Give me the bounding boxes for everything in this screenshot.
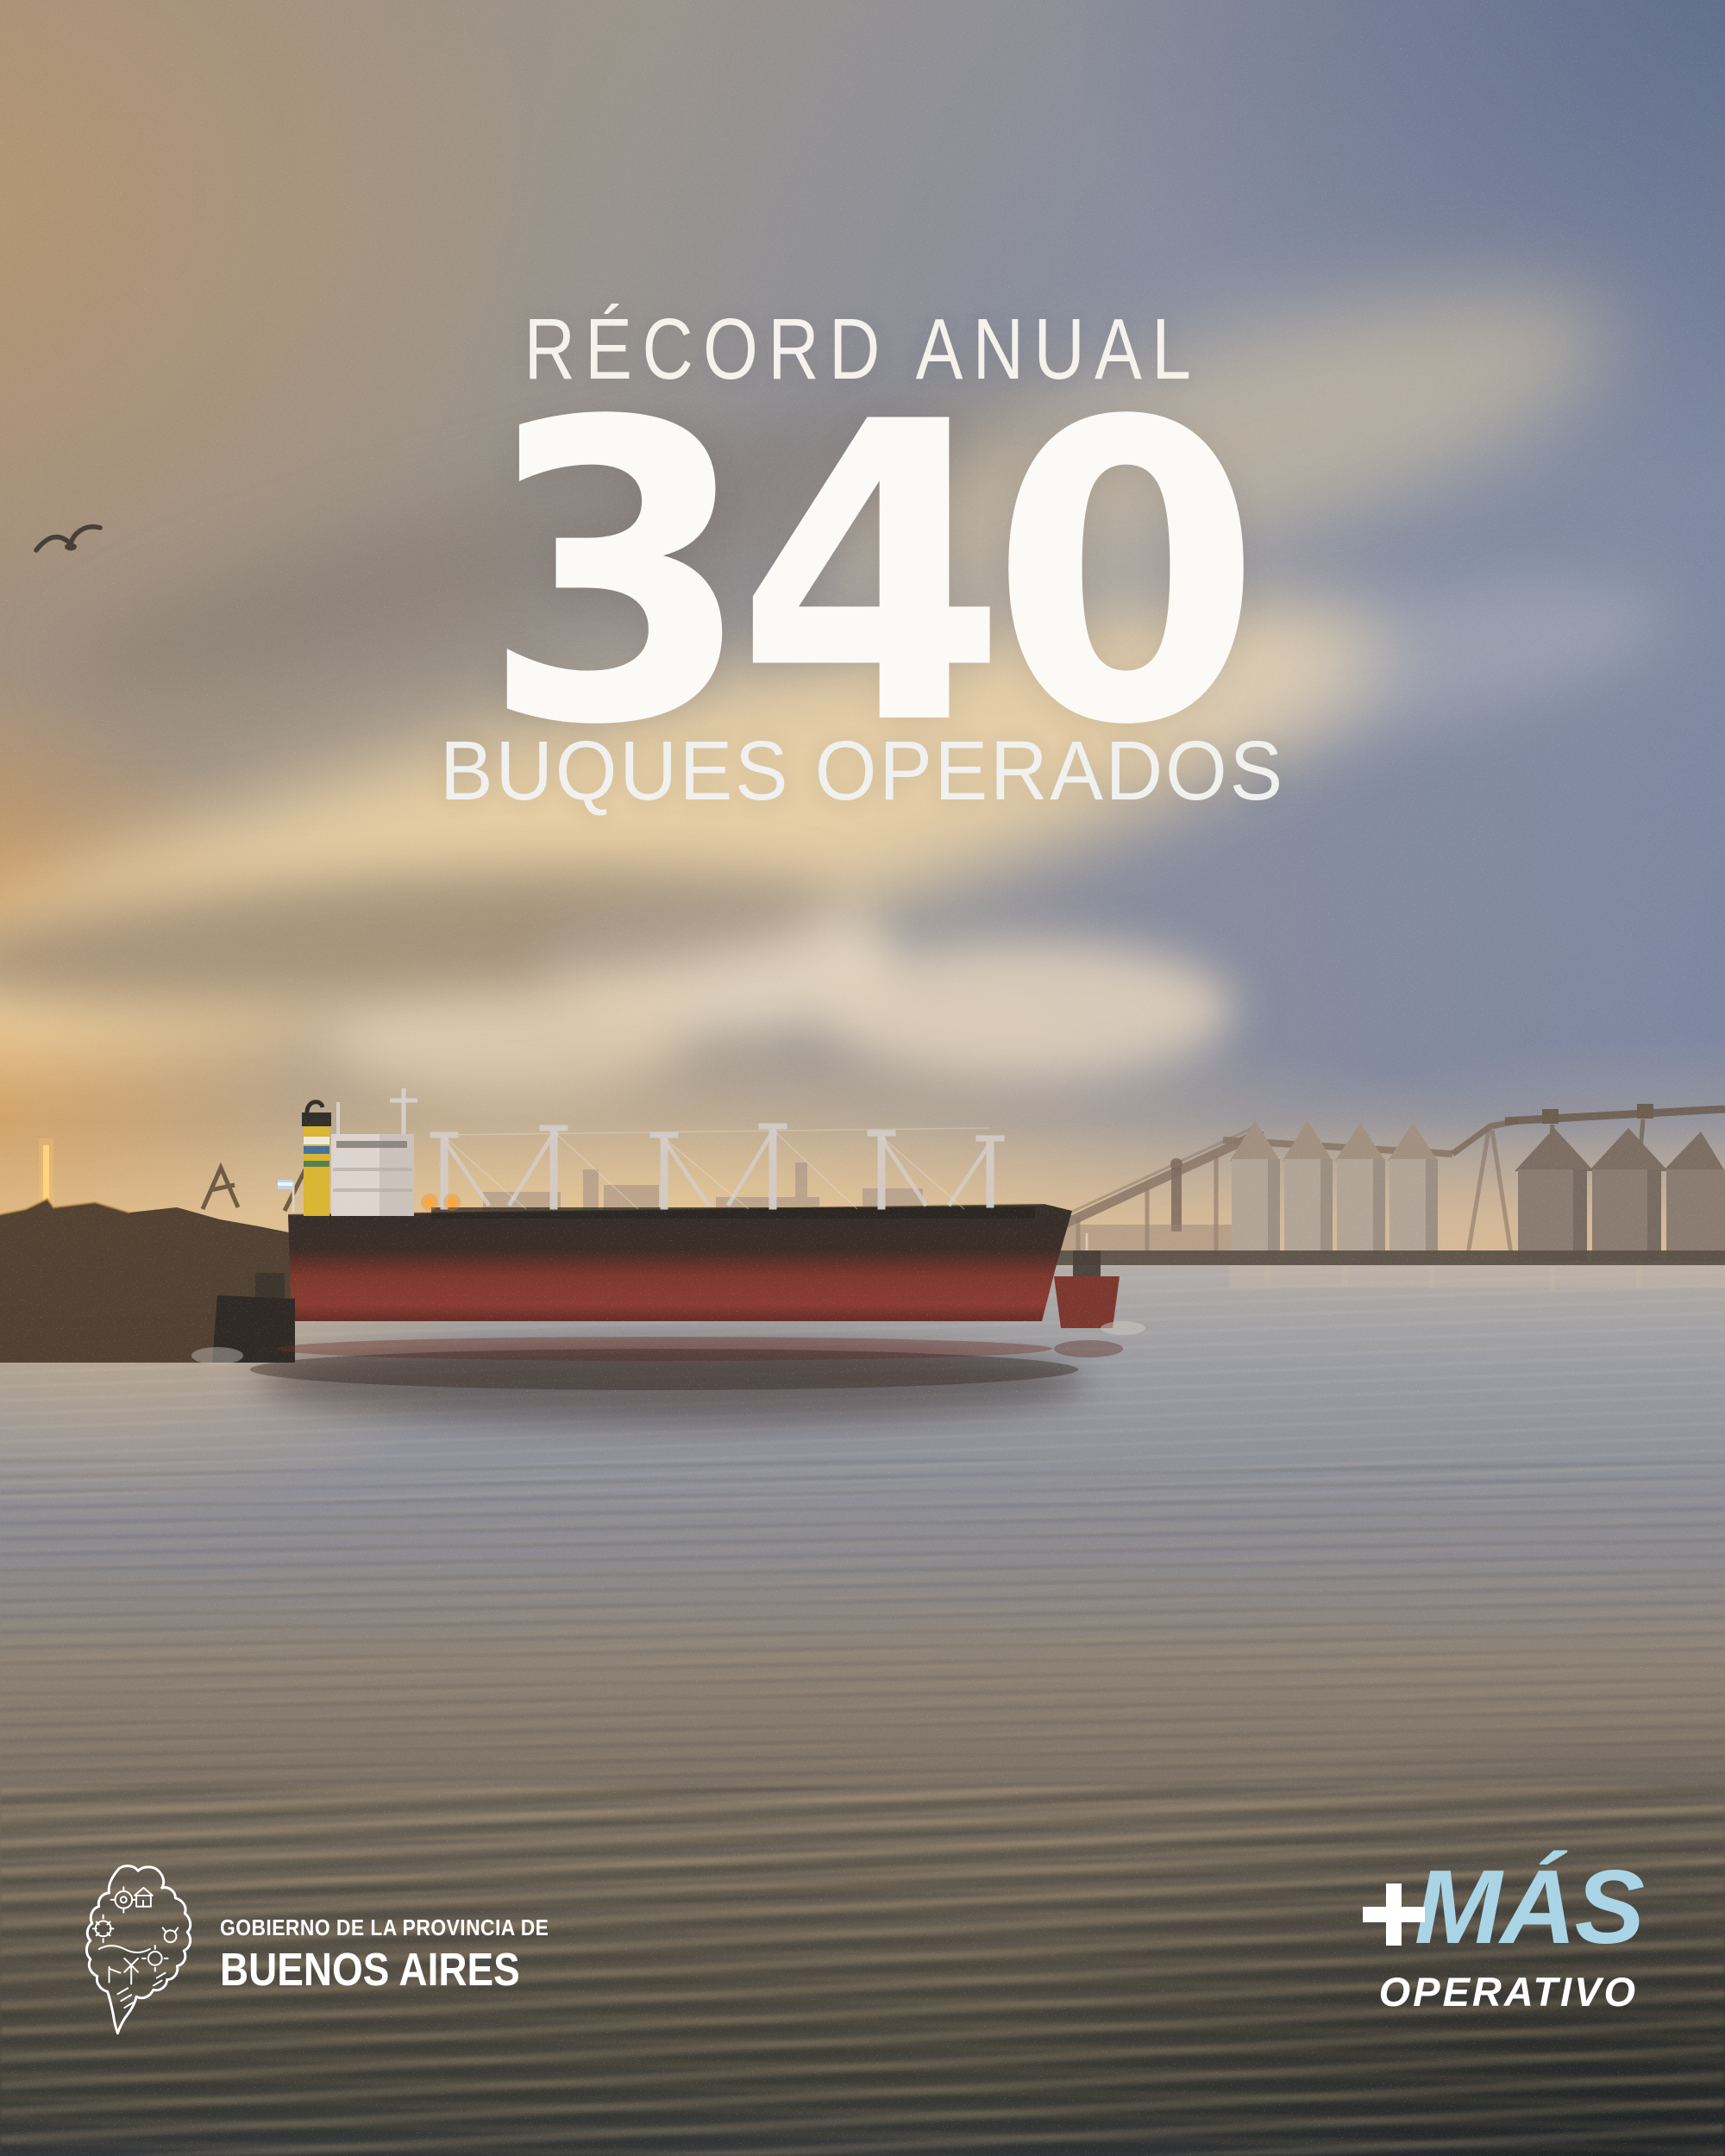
hull-reflection <box>250 1337 1123 1390</box>
brand-subword: OPERATIVO <box>1378 1969 1638 2015</box>
brand-lockup: MÁS OPERATIVO <box>1361 1854 1645 2015</box>
government-line1: GOBIERNO DE LA PROVINCIA DE <box>220 1915 549 1940</box>
grain-silos-far <box>1504 1104 1725 1261</box>
ship-funnel <box>302 1100 331 1216</box>
province-map-logo <box>85 1865 192 2035</box>
ship-superstructure <box>331 1088 417 1216</box>
quay-wall <box>1000 1250 1725 1265</box>
silo-reflections <box>1229 1265 1725 1290</box>
grain-silos-near <box>1222 1118 1519 1255</box>
plus-icon <box>1362 1883 1425 1946</box>
brand-word: MÁS <box>1414 1848 1645 1965</box>
deck-masts <box>430 1123 1005 1210</box>
government-lockup: GOBIERNO DE LA PROVINCIA DE BUENOS AIRES <box>82 1861 593 2040</box>
cargo-ship <box>278 1088 1072 1321</box>
stat-number: 340 <box>480 335 1262 815</box>
government-line2: BUENOS AIRES <box>220 1944 520 1996</box>
hatch-coaming <box>431 1207 1035 1219</box>
port-scene <box>0 1088 1725 1390</box>
stat-label: BUQUES OPERADOS <box>440 724 1285 818</box>
